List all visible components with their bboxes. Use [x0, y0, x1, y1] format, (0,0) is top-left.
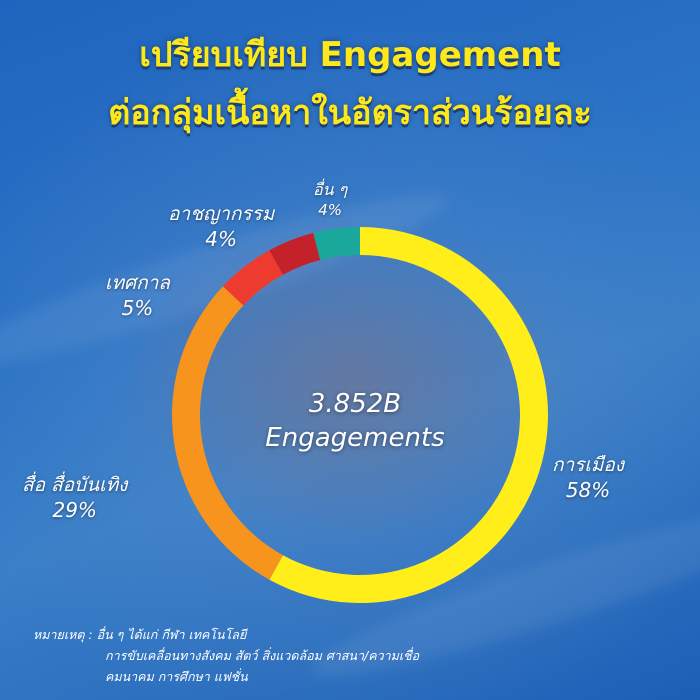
- slice-label-percent: 4%: [318, 201, 343, 219]
- slice-label-percent: 5%: [121, 296, 154, 320]
- slice-politics: [269, 227, 548, 604]
- slice-festival: [222, 250, 283, 306]
- slice-label-name: อาชญากรรม: [168, 203, 275, 225]
- slice-label-name: สื่อ สื่อบันเทิง: [22, 474, 128, 496]
- total-engagements-unit: Engagements: [265, 423, 445, 453]
- slice-others: [313, 227, 360, 261]
- slice-label-percent: 29%: [52, 498, 97, 522]
- total-engagements-value: 3.852B: [308, 389, 402, 419]
- slice-label-festival: เทศกาล 5%: [105, 271, 170, 321]
- footnote: หมายเหตุ : อื่น ๆ ได้แก่ กีฬา เทคโนโลยี …: [33, 624, 419, 687]
- slice-media: [171, 286, 283, 580]
- slice-label-percent: 4%: [205, 227, 237, 251]
- slice-label-crime: อาชญากรรม 4%: [168, 202, 274, 252]
- slice-label-percent: 58%: [565, 478, 611, 502]
- slice-label-name: การเมือง: [552, 454, 625, 476]
- slice-label-name: อื่น ๆ: [313, 180, 348, 199]
- slice-label-media: สื่อ สื่อบันเทิง 29%: [22, 473, 127, 523]
- center-total: 3.852B Engagements: [230, 387, 480, 455]
- slice-crime: [269, 232, 321, 275]
- chart-title-line-2: ต่อกลุ่มเนื้อหาในอัตราส่วนร้อยละ: [108, 93, 592, 133]
- footnote-line-1: อื่น ๆ ได้แก่ กีฬา เทคโนโลยี: [96, 627, 247, 642]
- slice-label-politics: การเมือง 58%: [552, 453, 624, 503]
- footnote-prefix: หมายเหตุ :: [33, 627, 93, 642]
- footnote-line-3: คมนาคม การศึกษา แฟชั่น: [105, 669, 248, 684]
- slice-label-others: อื่น ๆ 4%: [313, 180, 347, 220]
- slice-label-name: เทศกาล: [105, 272, 170, 294]
- footnote-line-2: การขับเคลื่อนทางสังคม สัตว์ สิ่งแวดล้อม …: [105, 648, 420, 663]
- chart-title-line-1: เปรียบเทียบ Engagement: [139, 35, 561, 75]
